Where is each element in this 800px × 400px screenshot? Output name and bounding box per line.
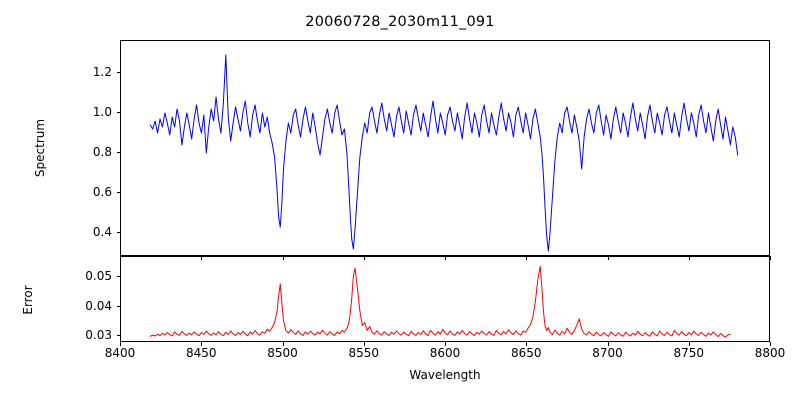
xtick-label: 8650 xyxy=(510,346,542,360)
spectrum-ytick-label: 0.4 xyxy=(92,225,112,239)
spectrum-ytick-label: 0.8 xyxy=(92,145,112,159)
error-y-axis-label: Error xyxy=(21,285,35,315)
xtick-label: 8450 xyxy=(185,346,217,360)
xtick-mark xyxy=(201,342,203,346)
xtick-label: 8500 xyxy=(267,346,298,360)
spectrum-ytick-mark xyxy=(116,152,120,153)
spectrum-xtick-mark xyxy=(445,256,446,260)
error-ytick-mark xyxy=(116,334,120,336)
error-ytick-mark xyxy=(116,276,120,278)
xtick-label: 8800 xyxy=(754,346,786,360)
spectrum-xtick-mark xyxy=(120,256,121,260)
spectrum-xtick-mark xyxy=(363,256,365,260)
error-ytick-label: 0.04 xyxy=(85,298,112,313)
spectrum-ytick-mark xyxy=(116,72,120,73)
spectrum-xtick-mark xyxy=(282,256,284,260)
spectrum-ytick-label: 1.2 xyxy=(92,65,112,79)
xtick-mark xyxy=(363,342,365,346)
x-axis-label: Wavelength xyxy=(409,368,481,382)
xtick-mark xyxy=(526,342,528,346)
xtick-mark xyxy=(445,342,446,346)
spectrum-xtick-mark xyxy=(770,256,771,260)
error-panel xyxy=(120,256,770,342)
xtick-mark xyxy=(688,342,690,346)
spectrum-y-axis-label: Spectrum xyxy=(33,118,47,178)
xtick-label: 8600 xyxy=(429,346,461,360)
spectrum-ytick-label: 0.6 xyxy=(92,185,112,199)
error-ytick-label: 0.05 xyxy=(85,269,112,284)
error-ytick-label: 0.03 xyxy=(85,327,112,342)
error-ytick-mark xyxy=(116,305,120,307)
chart-title: 20060728_2030m11_091 xyxy=(305,14,495,30)
spectrum-ytick-mark xyxy=(116,112,120,113)
error-data-line xyxy=(149,265,731,338)
xtick-mark xyxy=(282,342,284,346)
xtick-mark xyxy=(120,342,121,346)
spectrum-xtick-mark xyxy=(607,256,609,260)
spectrum-ytick-mark xyxy=(116,232,120,233)
spectrum-ytick-mark xyxy=(116,192,120,193)
spectrum-ytick-label: 1.0 xyxy=(92,105,112,119)
xtick-label: 8750 xyxy=(673,346,705,360)
xtick-label: 8700 xyxy=(592,346,623,360)
error-line-plot xyxy=(149,265,731,338)
xtick-label: 8400 xyxy=(104,346,136,360)
spectrum-xtick-mark xyxy=(201,256,203,260)
xtick-label: 8550 xyxy=(348,346,380,360)
spectrum-xtick-mark xyxy=(688,256,690,260)
spectrum-data-line xyxy=(149,54,739,252)
spectrum-line-plot xyxy=(149,54,739,252)
xtick-mark xyxy=(770,342,771,346)
spectrum-xtick-mark xyxy=(526,256,528,260)
spectrum-panel xyxy=(120,40,770,256)
xtick-mark xyxy=(607,342,609,346)
